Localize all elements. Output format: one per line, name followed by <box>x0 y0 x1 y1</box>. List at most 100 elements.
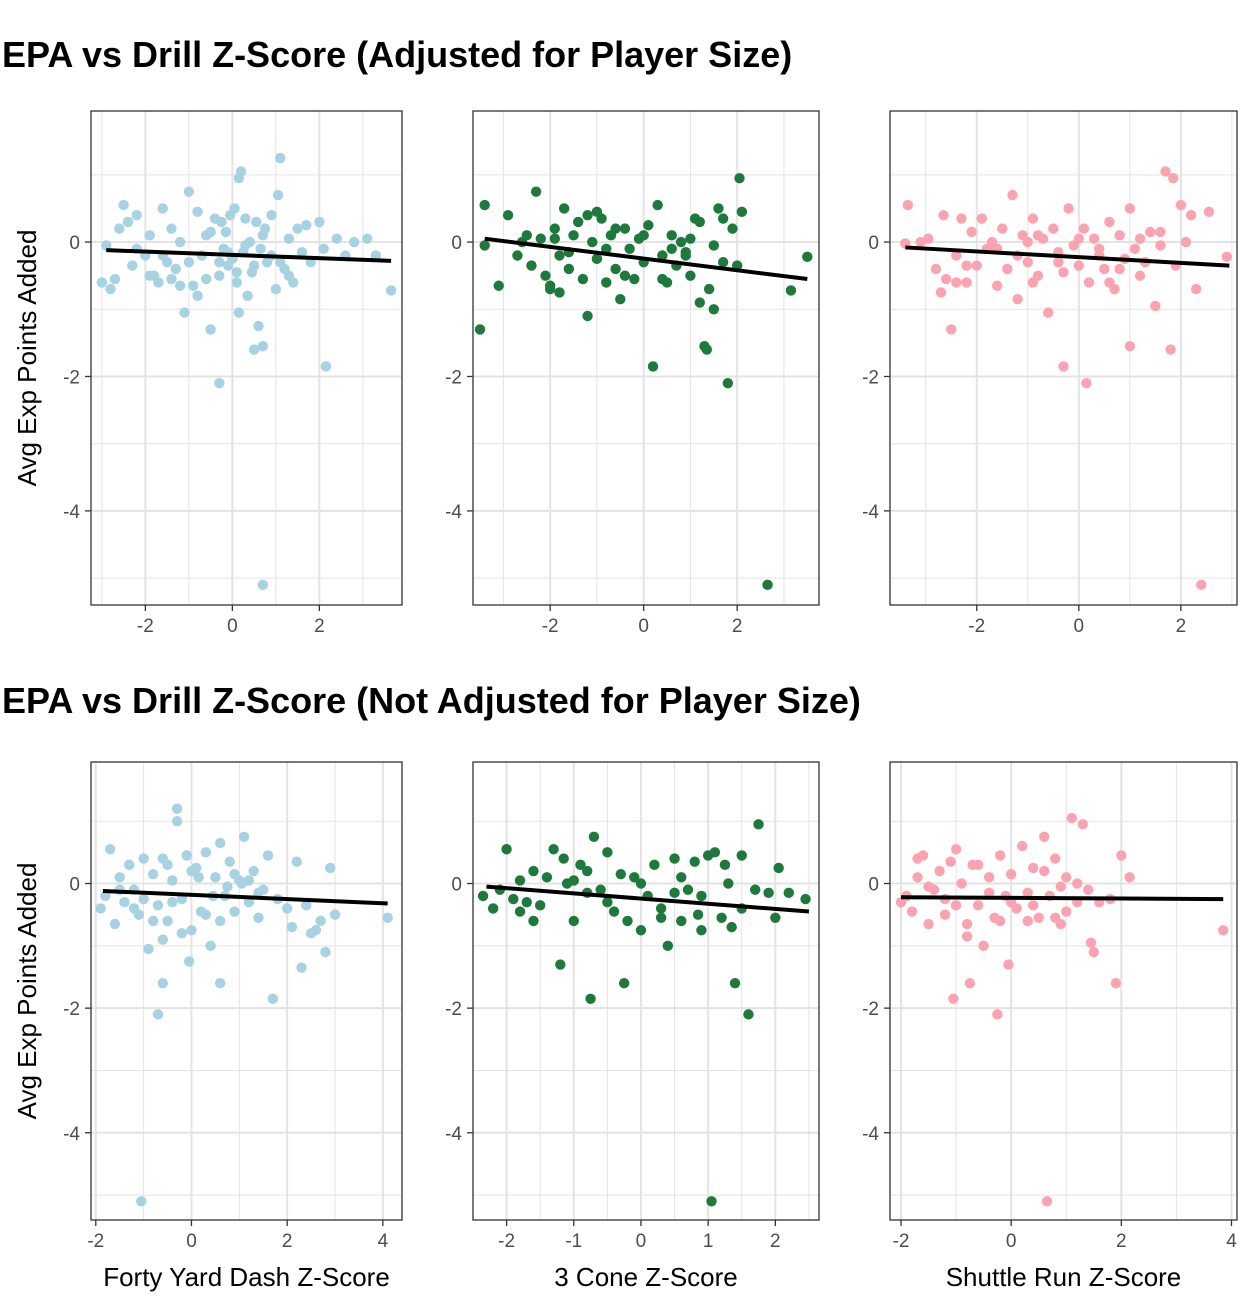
data-point <box>657 250 668 261</box>
data-point <box>713 203 724 214</box>
data-point <box>573 216 584 228</box>
x-axis-title: 3 Cone Z-Score <box>554 1262 738 1292</box>
data-point <box>706 1196 717 1207</box>
data-point <box>95 903 106 914</box>
panel-border <box>472 761 820 1221</box>
data-point <box>183 186 195 197</box>
data-point <box>474 324 486 335</box>
data-point <box>1088 946 1099 958</box>
data-point <box>1134 270 1146 281</box>
scatter-points <box>474 173 813 591</box>
data-point <box>554 287 565 298</box>
data-point <box>122 216 134 228</box>
x-tick-label: -2 <box>542 616 559 637</box>
data-point <box>119 897 130 908</box>
data-point <box>689 856 700 867</box>
data-point <box>157 203 168 214</box>
data-point <box>1083 884 1094 895</box>
data-point <box>270 283 282 295</box>
data-point <box>240 240 251 251</box>
data-point <box>948 993 959 1004</box>
data-point <box>935 287 947 298</box>
data-point <box>320 361 332 372</box>
data-point <box>1104 216 1115 228</box>
data-point <box>253 320 264 332</box>
data-point <box>994 850 1006 861</box>
y-tick-label: -4 <box>63 502 80 523</box>
data-point <box>114 223 125 234</box>
data-point <box>544 283 556 295</box>
scatter-points <box>477 819 811 1207</box>
panel-not_adjusted-shuttle: -2 0 2 4 0 -2 -4 Shuttle Run Z-Score <box>862 761 1238 1292</box>
data-point <box>629 273 640 285</box>
data-point <box>1027 213 1039 224</box>
y-tick-label: 0 <box>868 875 879 896</box>
data-point <box>601 277 612 288</box>
x-tick-label: 2 <box>770 1231 781 1252</box>
x-tick-label: 2 <box>314 616 325 637</box>
data-point <box>1002 263 1013 275</box>
data-point <box>214 257 225 268</box>
data-point <box>214 978 226 989</box>
data-point <box>216 216 227 228</box>
data-point <box>176 928 188 939</box>
data-point <box>528 865 539 877</box>
data-point <box>301 220 312 231</box>
data-point <box>143 943 154 955</box>
data-point <box>950 844 962 855</box>
data-point <box>253 887 264 899</box>
data-point <box>479 199 490 211</box>
data-point <box>558 203 570 214</box>
data-point <box>785 285 797 296</box>
data-point <box>1155 226 1166 238</box>
data-point <box>214 378 225 389</box>
data-point <box>961 277 972 288</box>
data-point <box>624 243 635 254</box>
y-tick-label: -4 <box>445 502 462 523</box>
y-tick-label: -2 <box>63 367 80 388</box>
data-point <box>1032 230 1044 241</box>
x-tick-label: 0 <box>636 1231 647 1252</box>
data-point <box>186 925 197 936</box>
data-point <box>251 216 262 228</box>
bottom-row-title: EPA vs Drill Z-Score (Not Adjusted for P… <box>2 680 861 721</box>
data-point <box>283 270 295 281</box>
data-point <box>961 918 973 930</box>
data-point <box>946 324 957 335</box>
data-point <box>385 285 397 296</box>
data-point <box>558 853 569 864</box>
x-tick-label: 2 <box>282 1231 293 1252</box>
data-point <box>534 900 546 911</box>
x-tick-label: 0 <box>227 616 238 637</box>
data-point <box>152 1009 164 1020</box>
data-point <box>1104 277 1115 288</box>
x-tick-label: 2 <box>1176 616 1187 637</box>
panel-border <box>472 110 820 606</box>
data-point <box>591 253 603 265</box>
data-point <box>487 903 499 914</box>
data-point <box>629 872 640 883</box>
data-point <box>362 233 373 244</box>
data-point <box>192 206 203 218</box>
data-point <box>1081 378 1092 389</box>
data-point <box>170 263 182 275</box>
data-point <box>1124 872 1135 883</box>
data-point <box>619 270 631 281</box>
data-point <box>940 273 952 285</box>
data-point <box>331 233 342 244</box>
data-point <box>930 263 942 275</box>
data-point <box>657 273 668 285</box>
data-point <box>696 890 707 902</box>
data-point <box>666 230 677 241</box>
data-point <box>210 872 221 883</box>
data-point <box>174 236 186 248</box>
data-point <box>753 819 764 830</box>
scatter-points <box>900 166 1232 591</box>
data-point <box>526 260 537 271</box>
data-point <box>315 915 326 927</box>
data-point <box>320 946 331 958</box>
data-point <box>275 257 286 268</box>
y-tick-label: -2 <box>63 999 80 1020</box>
data-point <box>231 267 242 278</box>
data-point <box>582 209 593 221</box>
